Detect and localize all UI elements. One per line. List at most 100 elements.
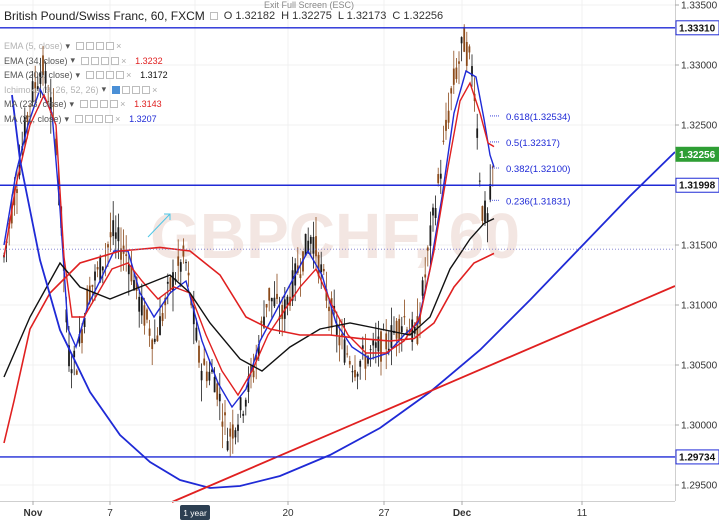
price-tick-label: 1.33500 <box>681 1 718 12</box>
indicator-row[interactable]: Ichimoku (9, 26, 52, 26) ▾ × <box>4 83 161 97</box>
candle-body <box>39 72 42 84</box>
candle-body <box>255 354 258 361</box>
candle-body <box>395 320 398 339</box>
close-icon[interactable]: × <box>152 85 161 94</box>
candle-body <box>478 180 481 182</box>
candle-body <box>231 424 234 439</box>
more-icon[interactable] <box>105 115 114 123</box>
settings-icon[interactable] <box>86 42 95 50</box>
lock-icon[interactable] <box>101 56 110 65</box>
candle-body <box>182 245 185 257</box>
candle-body <box>221 421 224 427</box>
eye-icon[interactable] <box>81 56 90 65</box>
candle-body <box>75 370 78 375</box>
indicator-value: 1.3207 <box>129 114 157 124</box>
indicator-row[interactable]: EMA (5, close) ▾ × <box>4 39 125 53</box>
lock-icon[interactable] <box>132 85 141 94</box>
more-icon[interactable] <box>142 85 151 94</box>
lock-icon[interactable] <box>96 42 105 50</box>
candle-body <box>450 88 453 94</box>
dropdown-arrow-icon[interactable]: ▾ <box>75 69 81 80</box>
indicator-name[interactable]: EMA (200, close) <box>4 70 73 81</box>
indicator-name[interactable]: Ichimoku (9, 26, 52, 26) <box>4 84 99 95</box>
close-icon[interactable]: × <box>126 71 135 80</box>
symbol-row: British Pound/Swiss Franc, 60, FXCM O 1.… <box>4 9 443 23</box>
candle-body <box>364 353 367 369</box>
candle-body <box>481 206 484 221</box>
indicator-row[interactable]: EMA (34, close) ▾ × 1.3232 <box>4 54 163 68</box>
lock-icon[interactable] <box>100 100 109 109</box>
candle-body <box>117 227 120 242</box>
indicator-row[interactable]: MA (233, close) ▾ × 1.3143 <box>4 97 162 111</box>
eye-icon[interactable] <box>112 85 121 94</box>
close-icon[interactable]: × <box>120 100 129 109</box>
candle-body <box>122 245 125 254</box>
price-tick-label: 1.32500 <box>681 121 718 132</box>
candle-body <box>244 399 247 407</box>
candle-body <box>65 309 68 323</box>
indicator-name[interactable]: MA (21, close) <box>4 114 62 124</box>
indicator-controls: × <box>79 56 130 65</box>
dropdown-arrow-icon[interactable]: ▾ <box>65 40 71 51</box>
close-icon[interactable]: × <box>121 56 130 65</box>
candle-body <box>247 376 250 392</box>
candle-body <box>403 316 406 318</box>
settings-toggle[interactable] <box>209 12 218 20</box>
settings-icon[interactable] <box>91 56 100 65</box>
lock-icon[interactable] <box>106 71 115 80</box>
indicator-name[interactable]: EMA (34, close) <box>4 55 68 66</box>
price-tick-label: 1.29500 <box>681 481 718 492</box>
candle-body <box>81 329 83 343</box>
indicator-controls: × <box>74 42 125 51</box>
eye-icon[interactable] <box>75 115 84 123</box>
more-icon[interactable] <box>106 42 115 50</box>
more-icon[interactable] <box>111 56 120 65</box>
candle-body <box>356 373 359 377</box>
plot-area[interactable] <box>0 0 675 501</box>
candle-body <box>153 338 156 342</box>
candle-body <box>211 369 213 372</box>
candle-body <box>421 280 424 296</box>
lock-icon[interactable] <box>95 115 104 123</box>
eye-icon[interactable] <box>80 100 89 109</box>
indicator-name[interactable]: EMA (5, close) <box>4 41 63 51</box>
settings-icon[interactable] <box>96 71 105 80</box>
close-icon[interactable]: × <box>116 42 125 51</box>
candle-body <box>218 393 221 402</box>
candle-body <box>380 331 382 362</box>
candle-body <box>148 328 151 336</box>
price-badge-label: 1.32256 <box>679 150 716 161</box>
candle-body <box>460 37 463 44</box>
candle-body <box>16 189 18 194</box>
exit-fullscreen-hint[interactable]: Exit Full Screen (ESC) <box>264 0 355 10</box>
candle-body <box>86 288 89 310</box>
candle-body <box>101 266 104 271</box>
candle-body <box>270 297 273 302</box>
close-icon[interactable]: × <box>115 115 124 124</box>
candle-body <box>23 117 26 143</box>
time-tick-label: 27 <box>378 508 390 519</box>
indicator-name[interactable]: MA (233, close) <box>4 99 67 110</box>
annotation-arrow-head <box>164 213 171 220</box>
settings-icon[interactable] <box>122 85 131 94</box>
eye-icon[interactable] <box>76 42 85 50</box>
candle-body <box>489 184 492 200</box>
dropdown-arrow-icon[interactable]: ▾ <box>70 55 76 66</box>
settings-icon[interactable] <box>90 100 99 109</box>
indicator-row[interactable]: EMA (200, close) ▾ × 1.3172 <box>4 68 168 82</box>
price-axis[interactable]: 1.33500 1.33000 1.32500 1.31500 1.31000 1.305… <box>675 0 718 501</box>
dropdown-arrow-icon[interactable]: ▾ <box>69 98 75 109</box>
candle-body <box>229 428 232 437</box>
eye-icon[interactable] <box>86 71 95 80</box>
dropdown-arrow-icon[interactable]: ▾ <box>64 113 70 124</box>
indicator-row[interactable]: MA (21, close) ▾ × 1.3207 <box>4 112 157 126</box>
dropdown-arrow-icon[interactable]: ▾ <box>101 84 107 95</box>
symbol-title[interactable]: British Pound/Swiss Franc, 60, FXCM <box>4 9 205 23</box>
candle-body <box>200 370 203 381</box>
more-icon[interactable] <box>110 100 119 109</box>
settings-icon[interactable] <box>85 115 94 123</box>
time-axis[interactable]: Nov 7 1 year 20 27 Dec 11 <box>0 501 675 520</box>
more-icon[interactable] <box>116 71 125 80</box>
